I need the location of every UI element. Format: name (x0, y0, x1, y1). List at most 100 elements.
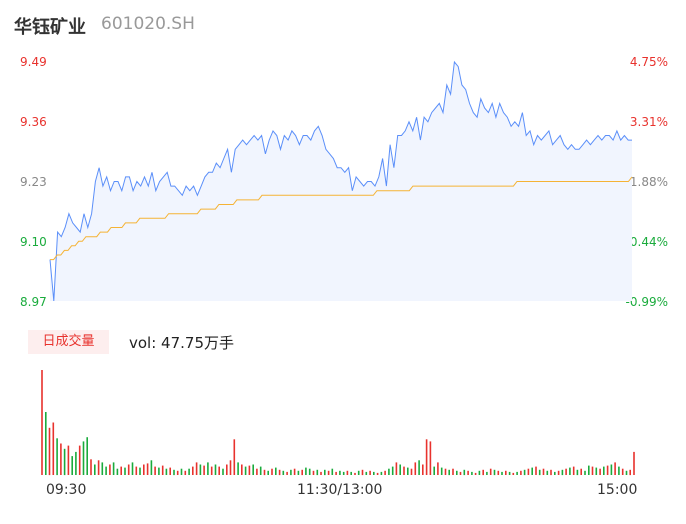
volume-bar (346, 470, 349, 475)
volume-bar (365, 471, 368, 475)
volume-bar (633, 451, 635, 475)
volume-bar (606, 465, 609, 475)
volume-bar (354, 472, 356, 475)
volume-bar (569, 467, 571, 475)
volume-tab[interactable]: 日成交量 (28, 330, 109, 354)
volume-bar (109, 464, 111, 475)
volume-bar (357, 470, 360, 475)
volume-bar (41, 370, 43, 475)
volume-bar (154, 466, 156, 475)
volume-bar (195, 462, 198, 475)
volume-bar (308, 468, 311, 475)
volume-bar (467, 470, 469, 475)
volume-bar (226, 464, 228, 475)
volume-bar (414, 462, 417, 475)
volume-bar (523, 469, 526, 476)
volume-bar (71, 456, 73, 475)
volume-readout: vol: 47.75万手 (129, 334, 234, 352)
volume-bar (327, 470, 330, 475)
volume-bar (505, 470, 507, 475)
volume-bar (233, 439, 236, 475)
price-tick-label: 9.10 (20, 235, 47, 249)
volume-bar (312, 470, 315, 475)
volume-bar (437, 462, 439, 475)
volume-bar (45, 412, 47, 475)
volume-bar (501, 471, 503, 475)
volume-bar (214, 464, 217, 475)
volume-bar (508, 471, 511, 475)
volume-bar (550, 469, 552, 476)
volume-bar (56, 438, 58, 476)
volume-bar (395, 462, 398, 475)
volume-bar (210, 466, 213, 475)
volume-bar (271, 468, 273, 475)
volume-bar (561, 469, 564, 476)
volume-bar (591, 466, 594, 475)
volume-bar (497, 470, 500, 475)
volume-bar (248, 465, 251, 475)
volume-bar (335, 471, 337, 475)
volume-bar (63, 448, 66, 476)
volume-bar (440, 467, 443, 475)
percent-tick-label: -0.99% (625, 295, 668, 309)
volume-bar (188, 468, 190, 475)
percent-tick-label: 0.44% (629, 235, 668, 249)
volume-bar (75, 451, 77, 475)
volume-bar (52, 422, 55, 475)
volume-bar (444, 468, 447, 475)
time-tick-label: 15:00 (597, 482, 638, 498)
volume-bar (376, 472, 379, 475)
volume-bar (474, 472, 477, 475)
volume-bar (391, 466, 394, 475)
volume-bar (410, 468, 413, 475)
volume-bar (452, 468, 454, 475)
price-tick-label: 9.49 (20, 55, 47, 69)
price-tick-label: 8.97 (20, 295, 47, 309)
volume-bar (158, 467, 160, 475)
volume-bar (493, 469, 496, 476)
volume-bar (48, 427, 51, 476)
volume-bar (350, 471, 352, 475)
volume-bar (542, 468, 545, 475)
volume-bar (320, 471, 322, 475)
volume-bar (203, 465, 205, 475)
volume-bar (116, 468, 119, 475)
volume-bar (180, 468, 183, 475)
volume-bar (399, 464, 401, 475)
volume-bar (199, 464, 202, 475)
volume-bar (614, 462, 616, 475)
volume-bar (278, 469, 281, 476)
volume-bar (146, 463, 149, 475)
volume-bar (293, 468, 296, 475)
volume-bar (229, 460, 232, 475)
volume-bar (259, 466, 262, 475)
volume-bar (252, 464, 254, 475)
volume-bar (222, 468, 224, 475)
volume-bar (124, 467, 126, 475)
percent-tick-label: 1.88% (629, 175, 668, 189)
volume-bar (554, 471, 556, 475)
volume-bar (301, 469, 303, 476)
volume-bar (520, 470, 522, 475)
volume-bar (599, 468, 601, 475)
volume-bar (629, 469, 631, 476)
volume-bar (527, 468, 530, 475)
volume-bar (373, 471, 375, 475)
time-tick-label: 09:30 (46, 482, 87, 498)
volume-bar (339, 470, 341, 475)
volume-bar (595, 467, 598, 475)
volume-bar (588, 465, 590, 475)
volume-bar (94, 464, 96, 475)
volume-bar (625, 470, 628, 475)
volume-bar (580, 468, 582, 475)
volume-bar (275, 467, 277, 475)
volume-bar (471, 471, 473, 475)
percent-tick-label: 4.75% (629, 55, 668, 69)
volume-bar (297, 470, 300, 475)
price-tick-label: 9.23 (20, 175, 47, 189)
volume-bar (165, 468, 168, 475)
volume-bar (512, 472, 515, 475)
volume-bar (478, 470, 481, 475)
volume-bar (610, 464, 613, 475)
volume-bar (237, 462, 239, 475)
